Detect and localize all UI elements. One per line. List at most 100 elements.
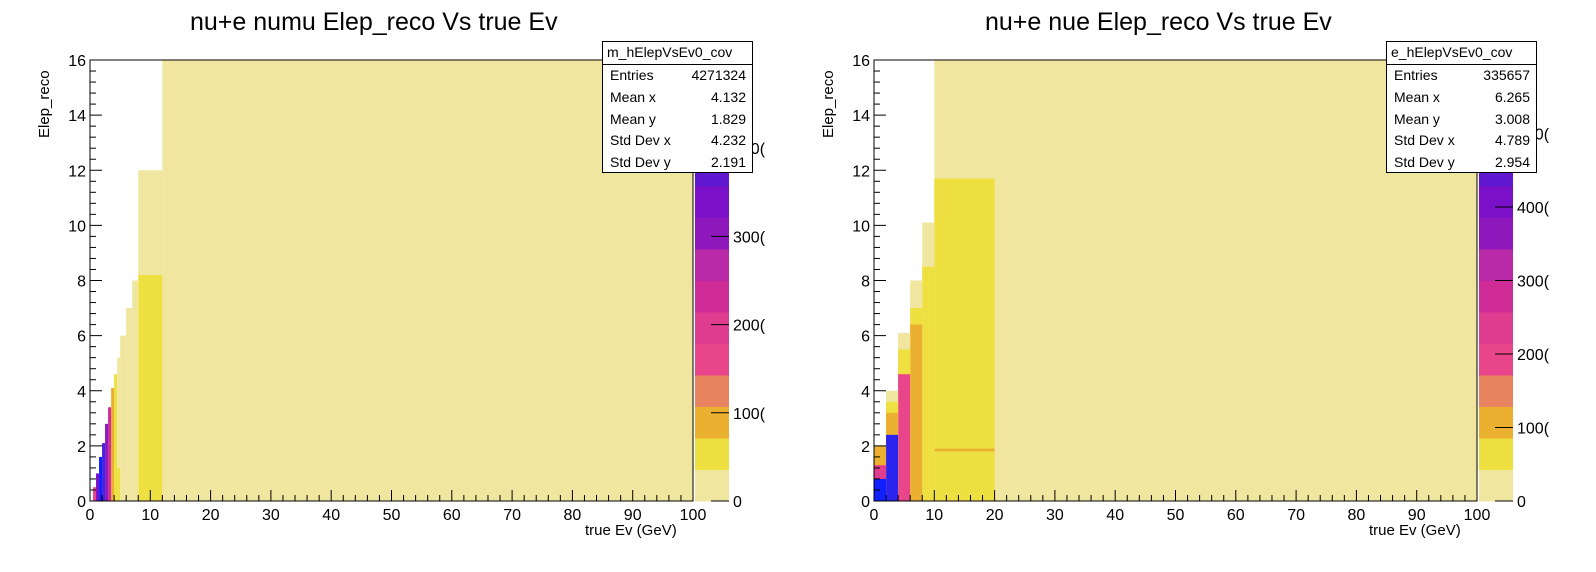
- heatmap-cell: [138, 274, 163, 501]
- x-tick-label: 100: [680, 507, 707, 524]
- palette-segment: [695, 438, 729, 470]
- y-tick-label: 0: [77, 494, 86, 511]
- x-tick-label: 50: [383, 507, 401, 524]
- nue-chart-title: nu+e nue Elep_reco Vs true Ev: [985, 8, 1332, 36]
- palette-segment: [695, 186, 729, 218]
- x-tick-label: 0: [870, 507, 879, 524]
- x-tick-label: 50: [1167, 507, 1185, 524]
- palette-segment: [695, 312, 729, 344]
- palette-tick-label: 100(: [733, 406, 766, 423]
- x-tick-label: 0: [86, 507, 95, 524]
- y-tick-label: 2: [77, 439, 86, 456]
- x-tick-label: 100: [1464, 507, 1491, 524]
- stats-row-entries: Entries 335657: [1394, 67, 1530, 83]
- heatmap-cell: [922, 266, 935, 501]
- numu-stats-box: m_hElepVsEv0_cov Entries 4271324 Mean x 4.…: [602, 41, 753, 173]
- palette-label-clip: [770, 0, 798, 572]
- x-tick-label: 20: [202, 507, 220, 524]
- x-tick-label: 60: [1227, 507, 1245, 524]
- y-tick-label: 12: [68, 163, 86, 180]
- heatmap-cell: [898, 374, 911, 501]
- palette-segment: [1479, 406, 1513, 439]
- heatmap-cell: [108, 407, 112, 501]
- heatmap-cell: [96, 473, 100, 501]
- x-tick-label: 80: [564, 507, 582, 524]
- stats-row-std-dev-y: Std Dev y 2.191: [610, 154, 746, 171]
- heatmap-cell: [111, 387, 115, 501]
- numu-histogram-panel: 0 10 20 30 40 50 60 70 80 90 100 0 2 4 6 8 10 12 14 16 0 100(…: [36, 0, 798, 572]
- palette-segment: [1479, 280, 1513, 313]
- x-tick-label: 80: [1348, 507, 1366, 524]
- heatmap-cell: [886, 434, 899, 501]
- x-tick-label: 40: [322, 507, 340, 524]
- y-tick-label: 10: [852, 218, 870, 235]
- heatmap-cell: [874, 478, 887, 501]
- y-tick-label: 6: [861, 329, 870, 346]
- palette-segment: [1479, 186, 1513, 218]
- palette-segment: [695, 280, 729, 313]
- nue-x-axis-label: true Ev (GeV): [1369, 522, 1461, 539]
- nue-y-axis-label: Elep_reco: [820, 70, 837, 138]
- x-tick-label: 40: [1106, 507, 1124, 524]
- nue-stats-box: e_hElepVsEv0_cov Entries 335657 Mean x 6.2…: [1386, 41, 1537, 173]
- heatmap-cell: [117, 357, 121, 468]
- y-tick-label: 12: [852, 163, 870, 180]
- palette-segment: [1479, 249, 1513, 281]
- heatmap-cell: [934, 448, 995, 452]
- heatmap-cell: [105, 423, 109, 501]
- palette-segment: [1479, 343, 1513, 376]
- palette-segment: [1479, 217, 1513, 250]
- heatmap-cell: [102, 443, 106, 501]
- stats-row-mean-y: Mean y 1.829: [610, 110, 746, 127]
- stats-row-entries: Entries 4271324: [610, 67, 746, 83]
- nue-histogram-panel: 0 10 20 30 40 50 60 70 80 90 100 0 2 4 6 8 10 12 14 16 0 100(…: [784, 0, 1582, 572]
- palette-tick-label: 200(: [733, 318, 766, 335]
- heatmap-cell: [120, 335, 127, 501]
- palette-segment: [1479, 469, 1513, 502]
- stats-row-std-dev-y: Std Dev y 2.954: [1394, 154, 1530, 171]
- x-tick-label: 90: [1408, 507, 1426, 524]
- palette-segment: [695, 217, 729, 250]
- x-tick-label: 10: [141, 507, 159, 524]
- heatmap-cell: [132, 280, 139, 501]
- heatmap-cell: [934, 178, 995, 502]
- stats-box-histogram-name: e_hElepVsEv0_cov: [1387, 42, 1536, 65]
- numu-y-axis-label: Elep_reco: [36, 70, 53, 138]
- y-tick-label: 8: [861, 274, 870, 291]
- heatmap-cell: [114, 374, 118, 501]
- stats-row-std-dev-x: Std Dev x 4.789: [1394, 132, 1530, 149]
- heatmap-cell: [138, 170, 163, 275]
- y-tick-label: 16: [68, 53, 86, 70]
- y-tick-label: 6: [77, 329, 86, 346]
- palette-tick-label: 200(: [1517, 347, 1550, 364]
- palette-segment: [1479, 438, 1513, 470]
- x-tick-label: 10: [925, 507, 943, 524]
- palette-label-clip: [1554, 0, 1582, 572]
- y-tick-label: 14: [852, 108, 870, 125]
- x-tick-label: 30: [262, 507, 280, 524]
- palette-tick-label: 0: [733, 494, 742, 511]
- y-tick-label: 8: [77, 274, 86, 291]
- palette-tick-label: 400(: [1517, 200, 1550, 217]
- y-tick-label: 10: [68, 218, 86, 235]
- y-tick-label: 2: [861, 439, 870, 456]
- x-tick-label: 60: [443, 507, 461, 524]
- heatmap-cell: [910, 324, 923, 501]
- palette-tick-label: 0: [1517, 494, 1526, 511]
- stats-row-mean-x: Mean x 6.265: [1394, 88, 1530, 105]
- y-tick-label: 16: [852, 53, 870, 70]
- palette-segment: [695, 406, 729, 439]
- heatmap-cell: [117, 467, 121, 501]
- x-tick-label: 30: [1046, 507, 1064, 524]
- palette-segment: [695, 249, 729, 281]
- numu-chart-title: nu+e numu Elep_reco Vs true Ev: [190, 8, 558, 36]
- x-tick-label: 70: [503, 507, 521, 524]
- palette-tick-label: 300(: [733, 229, 766, 246]
- heatmap-cell: [99, 456, 103, 501]
- heatmap-cell: [126, 308, 133, 501]
- y-tick-label: 4: [861, 384, 870, 401]
- stats-row-mean-y: Mean y 3.008: [1394, 110, 1530, 127]
- palette-segment: [1479, 375, 1513, 407]
- x-tick-label: 20: [986, 507, 1004, 524]
- palette-segment: [695, 343, 729, 376]
